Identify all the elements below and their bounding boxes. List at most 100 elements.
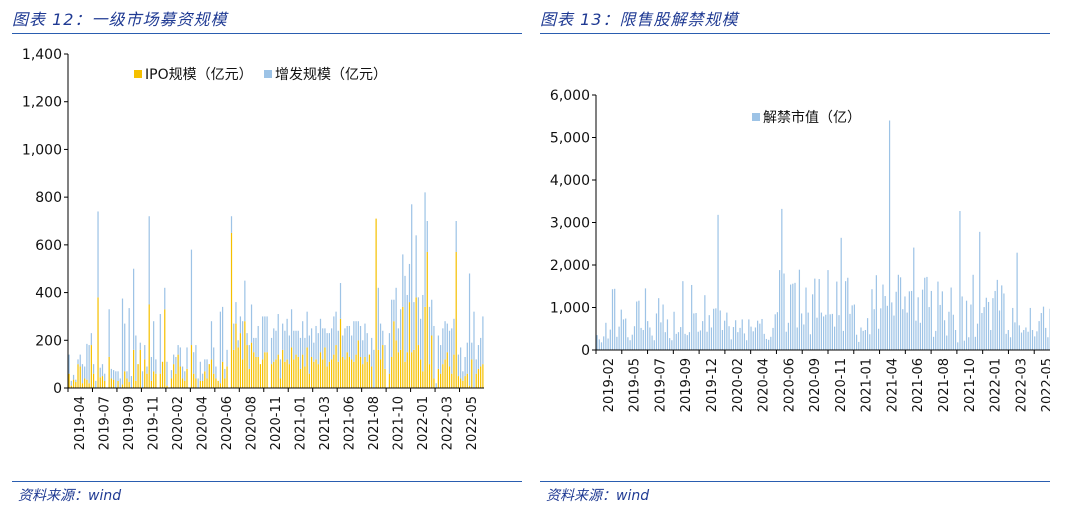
bar-a <box>943 320 946 350</box>
bar-a <box>348 356 351 388</box>
bar-b <box>179 347 181 367</box>
bar-a <box>638 300 640 350</box>
bar-a <box>965 300 968 350</box>
bar-b <box>139 342 141 350</box>
bar-b <box>373 349 375 388</box>
x-tick-label: 2021-10 <box>391 396 406 450</box>
bar-a <box>910 290 913 350</box>
bar-a <box>1049 308 1050 350</box>
bar-b <box>480 337 482 367</box>
bar-a <box>932 336 935 350</box>
bar-a <box>930 290 932 350</box>
bar-a <box>605 322 607 350</box>
bar-a <box>880 308 882 350</box>
x-tick-label: 2019-04 <box>73 396 88 450</box>
x-tick-label: 2022-05 <box>1040 358 1050 412</box>
bar-a <box>662 304 664 350</box>
bar-b <box>173 354 175 365</box>
bar-a <box>680 327 682 350</box>
bar-a <box>368 354 371 388</box>
bar-a <box>809 334 812 350</box>
bar-a <box>290 347 293 388</box>
bar-a <box>620 309 622 351</box>
bar-b <box>233 323 235 350</box>
bar-a <box>917 297 919 350</box>
bar-a <box>702 321 704 350</box>
bar-a <box>480 366 482 388</box>
x-tick-label: 2019-09 <box>122 396 137 450</box>
bar-a <box>704 295 706 350</box>
bar-a <box>616 336 618 350</box>
x-tick-label: 2020-04 <box>757 358 772 412</box>
bar-a <box>877 328 880 350</box>
bar-b <box>424 192 426 307</box>
bar-a <box>1040 313 1042 350</box>
bar-a <box>68 373 70 388</box>
bar-a <box>893 315 895 350</box>
bar-a <box>1045 327 1047 350</box>
bar-a <box>858 341 860 350</box>
bar-a <box>746 340 748 350</box>
bar-b <box>175 356 177 374</box>
bar-a <box>384 368 386 388</box>
bar-a <box>833 326 836 351</box>
bar-b <box>419 318 422 360</box>
bar-b <box>135 335 137 381</box>
bar-a <box>750 326 752 351</box>
bar-a <box>765 338 768 350</box>
bar-a <box>135 380 137 388</box>
bar-a <box>992 298 994 350</box>
bar-a <box>279 378 282 388</box>
figure-title: 图表 13：限售股解禁规模 <box>540 10 739 29</box>
bar-b <box>246 333 248 346</box>
bar-a <box>302 354 304 388</box>
bar-b <box>422 294 424 372</box>
bar-a <box>924 277 926 350</box>
bar-a <box>915 320 917 350</box>
bar-a <box>270 364 273 388</box>
bar-a <box>219 383 221 388</box>
bar-a <box>849 313 851 351</box>
bar-a <box>1042 306 1045 350</box>
bar-a <box>737 332 739 350</box>
bar-b <box>351 335 353 360</box>
bar-b <box>319 318 322 353</box>
bar-a <box>471 359 473 388</box>
bar-a <box>255 356 257 388</box>
bar-a <box>335 345 337 388</box>
bar-a <box>985 297 987 350</box>
bar-b <box>166 361 168 386</box>
bar-b <box>184 371 186 381</box>
bar-a <box>853 304 855 350</box>
bar-b <box>190 249 193 346</box>
bar-a <box>235 323 237 388</box>
bar-b <box>81 364 84 384</box>
bar-a <box>379 359 382 388</box>
y-tick-label: 4,000 <box>550 173 590 189</box>
bar-a <box>937 281 939 350</box>
bar-a <box>691 284 693 350</box>
bar-b <box>310 328 313 357</box>
bar-a <box>175 373 177 388</box>
bar-a <box>842 330 844 351</box>
bar-b <box>446 323 448 353</box>
bar-a <box>277 354 279 388</box>
bar-a <box>684 333 686 350</box>
x-tick-label: 2021-08 <box>367 396 382 450</box>
bar-a <box>614 288 616 350</box>
bar-a <box>153 371 155 388</box>
bar-a <box>600 342 603 350</box>
bar-a <box>1047 337 1049 350</box>
bar-b <box>108 309 110 357</box>
bar-a <box>388 373 391 388</box>
bar-a <box>807 312 809 350</box>
bar-a <box>959 211 961 350</box>
bar-b <box>304 337 306 367</box>
bar-b <box>88 345 90 384</box>
bar-a <box>284 361 286 388</box>
bar-a <box>658 298 660 350</box>
bar-b <box>199 361 201 381</box>
bar-a <box>675 333 677 350</box>
bar-a <box>395 340 397 388</box>
bar-b <box>348 325 351 357</box>
